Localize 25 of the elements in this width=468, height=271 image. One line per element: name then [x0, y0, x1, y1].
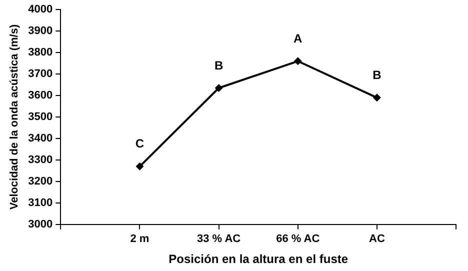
annotation: A [294, 31, 303, 46]
point [136, 162, 144, 170]
y-tick-label: 3200 [28, 175, 53, 188]
y-tick-label: 3400 [28, 132, 53, 145]
point [372, 94, 381, 102]
y-tick-label: 3700 [28, 68, 53, 80]
x-axis-title: Posición en la altura en el fuste [168, 252, 348, 266]
y-tick-label: 4000 [28, 4, 53, 16]
annotation: C [135, 136, 144, 151]
y-tick-label: 3300 [28, 154, 53, 166]
y-tick-label: 3900 [28, 25, 53, 38]
x-tick-label: 2 m [130, 233, 150, 246]
x-tick-label: AC [368, 233, 385, 246]
point [214, 84, 223, 92]
y-tick-label: 3600 [28, 90, 53, 102]
annotation: B [214, 58, 224, 72]
y-tick-label: 3100 [28, 196, 53, 209]
y-tick-label: 3000 [28, 218, 53, 230]
y-tick-label: 3500 [28, 111, 53, 124]
y-axis-title: Velocidad de la onda acústica (m/s) [8, 24, 21, 210]
x-tick-label: 66 % AC [276, 233, 320, 246]
y-tick-label: 3800 [28, 46, 53, 59]
annotation: B [372, 68, 382, 82]
x-tick-label: 33 % AC [197, 233, 241, 246]
point [294, 57, 302, 66]
